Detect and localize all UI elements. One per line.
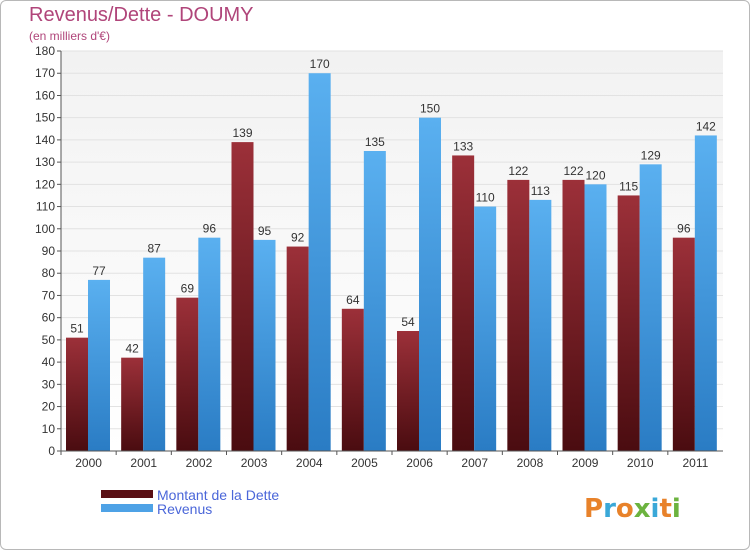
- y-tick-label: 100: [35, 222, 55, 236]
- x-tick-label: 2009: [572, 456, 599, 470]
- y-tick-label: 120: [35, 177, 55, 191]
- bar-dette: [66, 337, 88, 451]
- bar-dette: [341, 308, 364, 451]
- bar-revenus: [143, 257, 166, 451]
- data-label: 120: [585, 168, 605, 182]
- y-tick-label: 130: [35, 155, 55, 169]
- bar-revenus: [363, 151, 386, 451]
- x-tick-label: 2007: [461, 456, 488, 470]
- y-tick-label: 90: [42, 244, 56, 258]
- bar-revenus: [694, 135, 717, 451]
- bar-dette: [507, 179, 530, 451]
- y-axis: 0 10 20 30 40 50 60 70 80 90 100 110 120 130 140 150 160…: [35, 44, 62, 458]
- gridlines: [61, 50, 723, 452]
- bar-revenus: [198, 237, 221, 451]
- data-label: 115: [619, 179, 638, 193]
- bar-revenus: [88, 279, 110, 451]
- data-label: 122: [508, 164, 528, 178]
- bar-dette: [562, 179, 585, 451]
- bar-dette: [176, 297, 199, 451]
- y-tick-label: 0: [48, 444, 55, 458]
- data-label: 64: [346, 293, 360, 307]
- y-tick-label: 140: [35, 133, 55, 147]
- y-tick-label: 180: [35, 44, 55, 58]
- y-tick-label: 50: [42, 333, 56, 347]
- y-tick-label: 10: [42, 422, 56, 436]
- x-tick-label: 2001: [130, 456, 157, 470]
- y-tick-label: 30: [42, 377, 56, 391]
- data-label: 42: [125, 342, 139, 356]
- bar-dette: [286, 246, 309, 451]
- legend-label-revenus: Revenus: [157, 501, 212, 517]
- y-tick-label: 20: [42, 400, 56, 414]
- x-tick-label: 2003: [241, 456, 268, 470]
- legend-swatch-revenus: [101, 504, 153, 512]
- data-label: 96: [677, 222, 691, 236]
- proxiti-logo: Proxiti: [584, 494, 681, 524]
- x-tick-label: 2008: [517, 456, 544, 470]
- data-label: 135: [365, 135, 385, 149]
- y-tick-label: 150: [35, 111, 55, 125]
- x-tick-label: 2005: [351, 456, 378, 470]
- data-label: 54: [401, 315, 415, 329]
- data-label: 96: [203, 222, 217, 236]
- x-tick-label: 2006: [406, 456, 433, 470]
- bar-revenus: [474, 206, 497, 451]
- data-label: 92: [291, 231, 305, 245]
- data-label: 113: [531, 184, 550, 198]
- x-tick-label: 2002: [186, 456, 213, 470]
- legend-swatch-dette: [101, 490, 153, 498]
- data-label: 122: [563, 164, 583, 178]
- data-label: 87: [147, 242, 161, 256]
- data-label: 51: [70, 322, 84, 336]
- data-label: 110: [476, 191, 495, 205]
- bars: 51 77 42 87 69 96 139 95 92 170 64 135 54 150 133 110 12…: [66, 57, 717, 452]
- bar-revenus: [584, 184, 607, 452]
- y-tick-label: 60: [42, 311, 56, 325]
- bar-revenus: [419, 117, 441, 452]
- x-tick-label: 2010: [627, 456, 654, 470]
- data-label: 170: [310, 57, 330, 71]
- data-label: 69: [181, 282, 195, 296]
- chart-subtitle: (en milliers d'€): [29, 29, 110, 43]
- y-tick-label: 40: [42, 355, 56, 369]
- data-label: 129: [641, 148, 661, 162]
- y-tick-label: 160: [35, 88, 55, 102]
- data-label: 139: [232, 126, 252, 140]
- data-label: 77: [92, 264, 106, 278]
- data-label: 142: [696, 119, 716, 133]
- bar-revenus: [308, 73, 331, 451]
- y-tick-label: 70: [42, 288, 56, 302]
- x-tick-label: 2011: [683, 456, 709, 470]
- data-label: 150: [420, 102, 440, 116]
- y-tick-label: 170: [35, 66, 55, 80]
- data-label: 95: [258, 224, 272, 238]
- chart-title: Revenus/Dette - DOUMY: [29, 4, 254, 26]
- legend-label-dette: Montant de la Dette: [157, 487, 279, 503]
- x-tick-label: 2004: [296, 456, 323, 470]
- bar-revenus: [253, 239, 276, 451]
- x-axis: 2000 2001 2002 2003 2004 2005 2006 2007 2008 2009…: [60, 450, 723, 470]
- bar-dette: [672, 237, 695, 451]
- y-tick-label: 110: [36, 200, 55, 214]
- bar-dette: [397, 331, 419, 451]
- logo-text: Proxiti: [584, 494, 681, 524]
- data-label: 133: [453, 139, 473, 153]
- bar-dette: [452, 155, 475, 451]
- bar-revenus: [639, 164, 662, 452]
- bar-dette: [617, 195, 640, 451]
- bar-dette: [231, 142, 254, 451]
- x-tick-label: 2000: [75, 456, 102, 470]
- bar-dette: [121, 357, 144, 451]
- y-tick-label: 80: [42, 266, 56, 280]
- bar-revenus: [529, 199, 552, 451]
